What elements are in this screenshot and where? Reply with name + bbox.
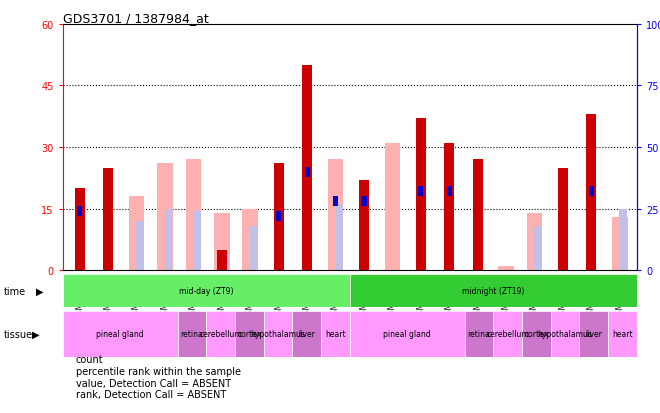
- Bar: [274, 164, 284, 271]
- Text: pineal gland: pineal gland: [383, 330, 431, 339]
- Bar: [473, 160, 482, 271]
- Bar: [589, 187, 594, 197]
- Bar: [222, 253, 229, 271]
- Bar: [136, 221, 144, 271]
- Text: heart: heart: [612, 330, 633, 339]
- Text: ▶: ▶: [32, 329, 39, 339]
- Bar: [362, 197, 366, 206]
- Bar: [77, 206, 82, 216]
- Text: retina: retina: [181, 330, 203, 339]
- Bar: [608, 311, 637, 357]
- Bar: [206, 311, 235, 357]
- Bar: [587, 115, 597, 271]
- Bar: [447, 187, 452, 197]
- Text: liver: liver: [298, 330, 315, 339]
- Bar: [350, 275, 637, 308]
- Bar: [305, 167, 310, 177]
- Bar: [185, 160, 201, 271]
- Text: value, Detection Call = ABSENT: value, Detection Call = ABSENT: [76, 377, 231, 388]
- Text: cortex: cortex: [524, 330, 548, 339]
- Text: retina: retina: [468, 330, 490, 339]
- Text: percentile rank within the sample: percentile rank within the sample: [76, 366, 241, 376]
- Bar: [157, 164, 173, 271]
- Bar: [235, 311, 263, 357]
- Bar: [550, 311, 579, 357]
- Bar: [416, 119, 426, 271]
- Bar: [242, 209, 258, 271]
- Bar: [328, 160, 343, 271]
- Bar: [335, 204, 343, 271]
- Bar: [444, 144, 454, 271]
- Text: tissue: tissue: [3, 329, 32, 339]
- Bar: [333, 197, 338, 206]
- Bar: [498, 266, 514, 271]
- Text: cerebellum: cerebellum: [486, 330, 529, 339]
- Bar: [63, 311, 178, 357]
- Bar: [250, 226, 257, 271]
- Bar: [193, 211, 201, 271]
- Bar: [321, 311, 350, 357]
- Text: cerebellum: cerebellum: [199, 330, 242, 339]
- Text: GDS3701 / 1387984_at: GDS3701 / 1387984_at: [63, 12, 209, 25]
- Bar: [534, 226, 542, 271]
- Bar: [217, 250, 227, 271]
- Bar: [612, 217, 628, 271]
- Bar: [418, 187, 424, 197]
- Bar: [620, 209, 627, 271]
- Bar: [129, 197, 145, 271]
- Text: mid-day (ZT9): mid-day (ZT9): [179, 287, 234, 296]
- Bar: [164, 209, 172, 271]
- Text: rank, Detection Call = ABSENT: rank, Detection Call = ABSENT: [76, 389, 226, 399]
- Text: hypothalamus: hypothalamus: [251, 330, 306, 339]
- Text: hypothalamus: hypothalamus: [538, 330, 593, 339]
- Text: pineal gland: pineal gland: [96, 330, 144, 339]
- Text: ▶: ▶: [36, 286, 44, 296]
- Bar: [522, 311, 550, 357]
- Bar: [385, 144, 400, 271]
- Text: midnight (ZT19): midnight (ZT19): [462, 287, 525, 296]
- Bar: [465, 311, 493, 357]
- Text: time: time: [3, 286, 26, 296]
- Bar: [63, 275, 350, 308]
- Bar: [103, 168, 113, 271]
- Text: count: count: [76, 354, 104, 365]
- Bar: [276, 211, 281, 221]
- Bar: [178, 311, 206, 357]
- Bar: [493, 311, 522, 357]
- Bar: [579, 311, 609, 357]
- Bar: [527, 213, 543, 271]
- Bar: [359, 180, 369, 271]
- Bar: [75, 189, 84, 271]
- Bar: [214, 213, 230, 271]
- Text: cortex: cortex: [237, 330, 261, 339]
- Text: liver: liver: [585, 330, 603, 339]
- Bar: [302, 66, 312, 271]
- Bar: [350, 311, 465, 357]
- Bar: [263, 311, 292, 357]
- Bar: [558, 168, 568, 271]
- Bar: [292, 311, 321, 357]
- Text: heart: heart: [325, 330, 346, 339]
